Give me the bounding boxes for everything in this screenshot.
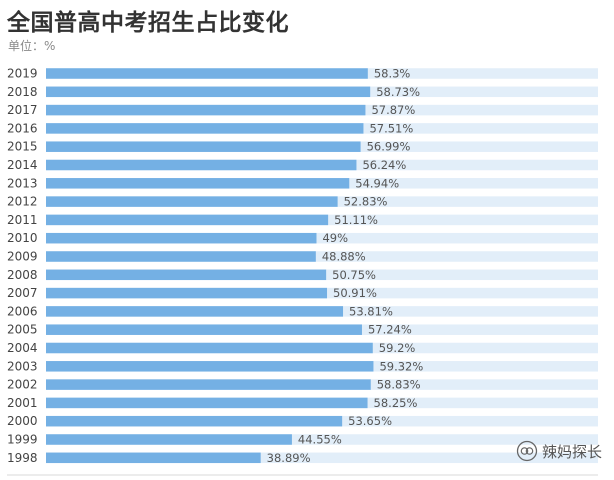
category-label: 2006 [7,304,38,318]
bar-track [46,434,598,445]
value-label: 59.2% [379,341,416,355]
category-label: 2015 [7,140,38,154]
bar-2008 [46,269,327,281]
value-label: 58.83% [377,378,421,392]
value-label: 53.81% [349,304,393,318]
value-label: 44.55% [298,433,342,447]
category-label: 2005 [7,323,38,337]
value-label: 50.75% [332,268,376,282]
category-label: 2012 [7,195,38,209]
value-label: 58.25% [374,396,418,410]
value-label: 56.24% [362,158,406,172]
category-label: 2002 [7,378,38,392]
bar-2002 [46,379,371,390]
bar-2011 [46,214,329,226]
category-label: 2014 [7,158,38,172]
bar-1999 [46,434,292,445]
bar-2007 [46,287,328,299]
category-label: 2007 [7,286,38,300]
bar-2015 [46,141,361,152]
value-label: 57.51% [369,121,413,135]
bar-2010 [46,232,317,244]
value-label: 51.11% [334,213,378,227]
bar-track [46,251,598,262]
category-label: 2016 [7,121,38,135]
category-label: 2010 [7,231,38,245]
category-label: 1998 [7,451,38,465]
value-label: 52.83% [344,195,388,209]
value-label: 58.3% [374,67,411,81]
category-label: 2017 [7,103,38,117]
bar-2013 [46,178,350,189]
category-label: 2009 [7,250,38,264]
value-label: 50.91% [333,286,377,300]
bar-1998 [46,452,261,464]
bar-2019 [46,68,368,79]
value-label: 57.87% [371,103,415,117]
watermark: 辣妈探长 [516,440,602,462]
bar-2012 [46,196,338,207]
bar-track [46,452,598,464]
bar-2005 [46,324,362,335]
value-label: 56.99% [367,140,411,154]
category-label: 2011 [7,213,38,227]
bar-2017 [46,104,366,116]
category-label: 2018 [7,85,38,99]
value-label: 59.32% [379,359,423,373]
category-label: 2008 [7,268,38,282]
value-label: 58.73% [376,85,420,99]
bar-2000 [46,415,343,427]
bar-2004 [46,342,373,354]
bar-2018 [46,86,371,98]
chart-title: 全国普高中考招生占比变化 [7,10,289,36]
category-label: 2003 [7,359,38,373]
value-label: 49% [322,231,348,245]
category-label: 2013 [7,176,38,190]
value-label: 48.88% [322,250,366,264]
value-label: 57.24% [368,323,412,337]
category-label: 2004 [7,341,38,355]
wechat-icon [516,440,538,462]
category-label: 2000 [7,414,38,428]
value-label: 38.89% [267,451,311,465]
bar-2003 [46,361,374,372]
bar-2006 [46,306,344,317]
bar-2001 [46,397,368,409]
watermark-text: 辣妈探长 [541,442,602,461]
category-label: 1999 [7,433,38,447]
value-label: 54.94% [355,176,399,190]
category-label: 2019 [7,67,38,81]
value-label: 53.65% [348,414,392,428]
bar-2014 [46,159,357,171]
bar-track [46,232,598,244]
bar-2016 [46,123,364,134]
category-label: 2001 [7,396,38,410]
bar-2009 [46,251,316,262]
unit-label: 单位：% [8,39,56,53]
